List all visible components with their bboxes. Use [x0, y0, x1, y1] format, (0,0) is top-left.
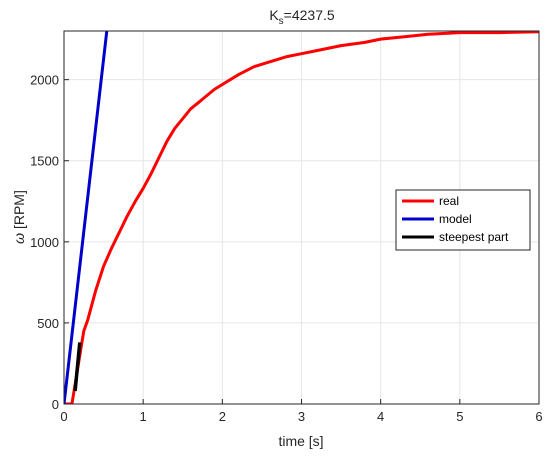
- y-tick-label: 500: [37, 316, 59, 331]
- legend-label: model: [439, 212, 472, 226]
- x-tick-label: 6: [535, 409, 542, 424]
- series-line-steepest-part: [73, 342, 82, 392]
- x-tick-label: 5: [456, 409, 463, 424]
- x-tick-label: 3: [298, 409, 305, 424]
- y-tick-label: 1000: [30, 235, 59, 250]
- legend-label: steepest part: [439, 230, 509, 244]
- y-tick-label: 0: [52, 397, 59, 412]
- y-axis-label: ω [RPM]: [11, 190, 27, 244]
- x-tick-label: 2: [219, 409, 226, 424]
- series-layer: [64, 31, 539, 404]
- x-tick-label: 4: [377, 409, 384, 424]
- ticks: 0 1 2 3 4 5 6 0 500 1000 1500 2000: [30, 73, 543, 424]
- legend-label: real: [439, 194, 459, 208]
- x-tick-label: 0: [60, 409, 67, 424]
- x-axis-label: time [s]: [278, 433, 323, 449]
- y-tick-label: 2000: [30, 73, 59, 88]
- chart-title: Ks=4237.5: [269, 7, 335, 27]
- y-tick-label: 1500: [30, 154, 59, 169]
- x-tick-label: 1: [140, 409, 147, 424]
- series-line-model: [64, 31, 109, 404]
- series-line-real: [64, 31, 539, 404]
- legend: real model steepest part: [395, 189, 531, 251]
